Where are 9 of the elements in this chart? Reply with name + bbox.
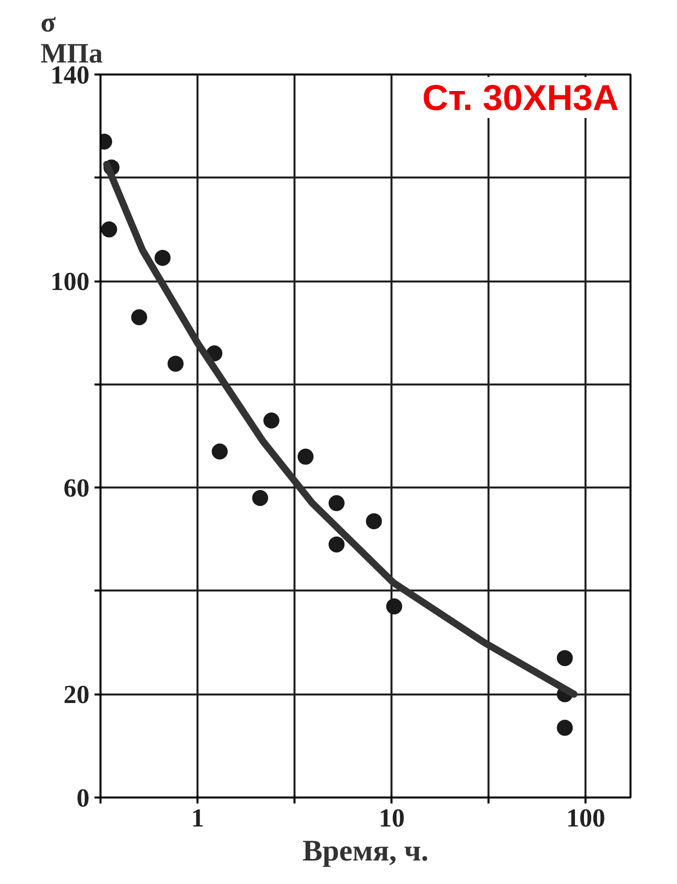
y-tick-label: 60 <box>64 474 90 503</box>
y-tick-label: 100 <box>50 267 90 296</box>
x-tick-label: 1 <box>191 804 204 832</box>
x-tick-label: 100 <box>566 804 606 832</box>
y-tick-label: 0 <box>76 784 90 812</box>
x-tick-label: 10 <box>378 804 405 832</box>
chart-title: Ст. 30ХН3А <box>422 77 619 118</box>
x-axis-title: Время, ч. <box>302 834 429 868</box>
y-tick-label: 20 <box>64 680 90 710</box>
